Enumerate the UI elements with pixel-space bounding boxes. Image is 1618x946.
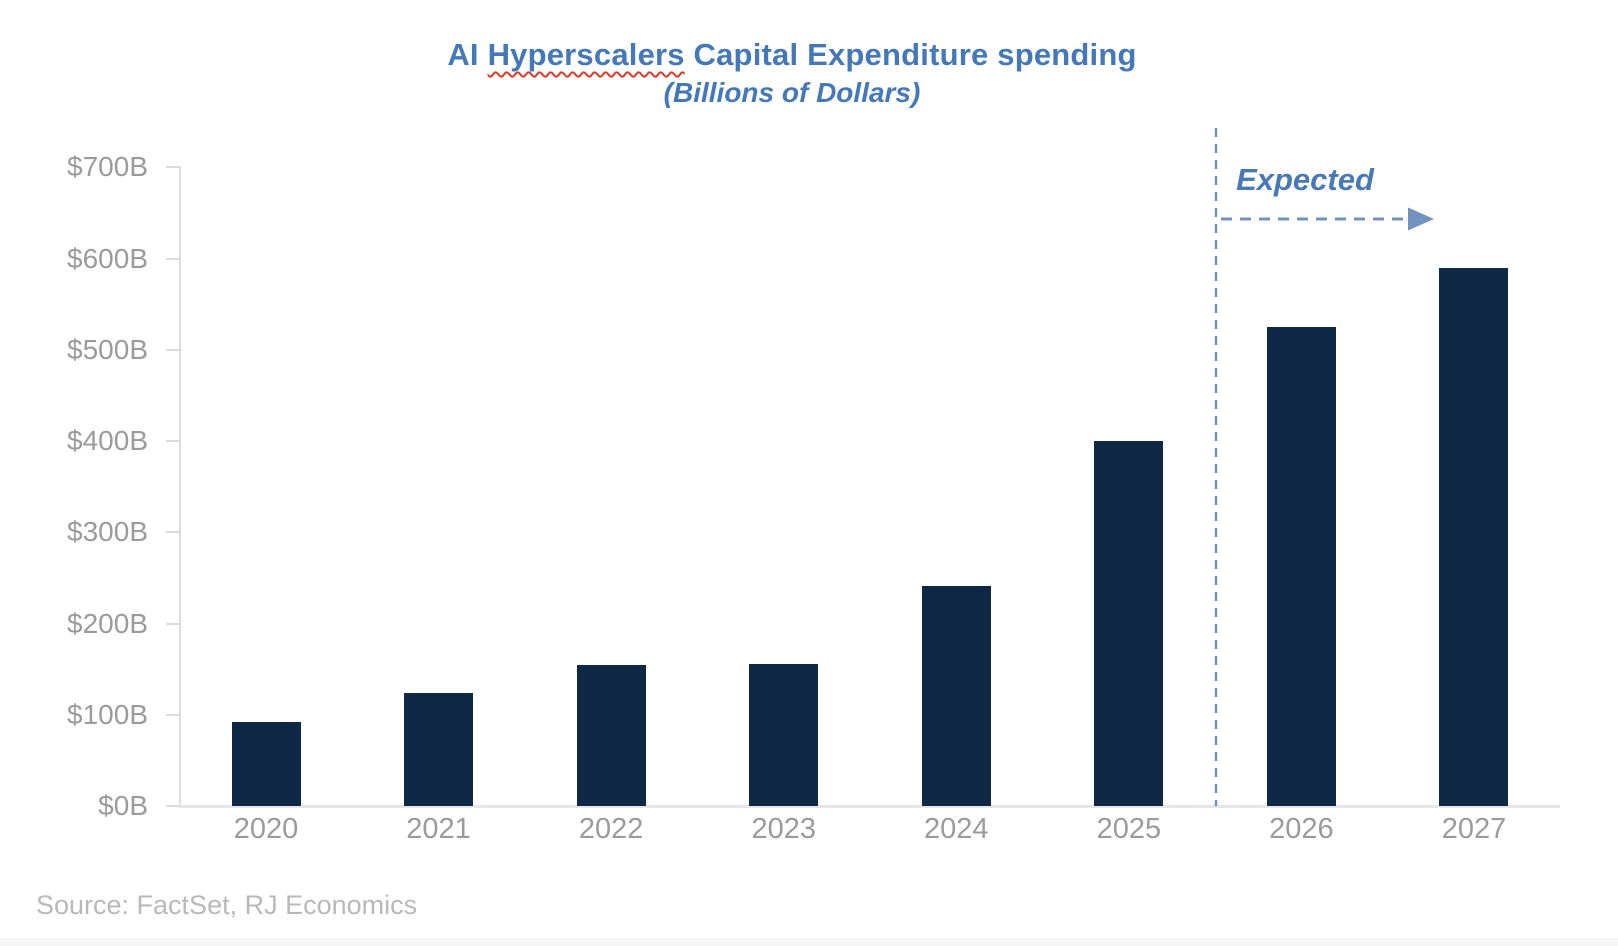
chart-title-misspelled-word: Hyperscalers bbox=[487, 37, 685, 72]
chart-title-pre: AI bbox=[447, 37, 488, 72]
y-axis-tick bbox=[166, 531, 180, 534]
bottom-edge-strip bbox=[0, 938, 1618, 946]
y-axis-tick bbox=[166, 348, 180, 351]
chart-title-block: AI Hyperscalers Capital Expenditure spen… bbox=[0, 36, 1584, 111]
bar-2024 bbox=[921, 586, 991, 806]
y-axis-tick bbox=[166, 257, 180, 260]
y-axis-tick-label: $500B bbox=[67, 333, 148, 365]
bar-2020 bbox=[231, 722, 301, 806]
bar-2026 bbox=[1266, 326, 1336, 806]
x-axis-label-2024: 2024 bbox=[924, 813, 989, 845]
y-axis-tick bbox=[166, 440, 180, 442]
x-axis-label-2027: 2027 bbox=[1441, 813, 1507, 845]
y-axis-tick bbox=[166, 622, 180, 625]
bar-2022 bbox=[576, 665, 646, 806]
source-note: Source: FactSet, RJ Economics bbox=[36, 890, 418, 920]
x-axis-label-2026: 2026 bbox=[1269, 813, 1334, 845]
chart-subtitle: (Billions of Dollars) bbox=[663, 76, 921, 108]
y-axis-tick-label: $600B bbox=[67, 242, 148, 274]
y-axis-tick-label: $0B bbox=[98, 790, 148, 821]
x-axis-baseline bbox=[179, 805, 1560, 808]
x-axis-label-2023: 2023 bbox=[751, 813, 816, 845]
y-axis-tick-label: $100B bbox=[67, 698, 148, 730]
y-axis-tick-label: $300B bbox=[67, 516, 148, 548]
y-axis-line bbox=[179, 166, 181, 808]
x-axis-label-2025: 2025 bbox=[1096, 813, 1162, 845]
bar-2025 bbox=[1094, 441, 1164, 806]
y-axis-tick bbox=[166, 166, 180, 169]
y-axis-tick bbox=[166, 713, 180, 716]
x-axis-label-2022: 2022 bbox=[578, 813, 644, 845]
bar-2021 bbox=[404, 692, 474, 806]
expected-annotation-label: Expected bbox=[1236, 162, 1374, 197]
x-axis-label-2020: 2020 bbox=[233, 813, 299, 845]
x-axis-label-2021: 2021 bbox=[406, 813, 471, 845]
y-axis-tick-label: $200B bbox=[67, 607, 148, 639]
y-axis-tick-label: $400B bbox=[67, 425, 148, 456]
y-axis-tick-label: $700B bbox=[67, 151, 148, 183]
chart-title: AI Hyperscalers Capital Expenditure spen… bbox=[0, 36, 1584, 75]
bar-2027 bbox=[1439, 267, 1509, 806]
bar-2023 bbox=[749, 663, 819, 806]
expected-arrow-head bbox=[1408, 207, 1434, 231]
y-axis-tick bbox=[166, 805, 180, 807]
chart-title-post: Capital Expenditure spending bbox=[684, 37, 1137, 72]
